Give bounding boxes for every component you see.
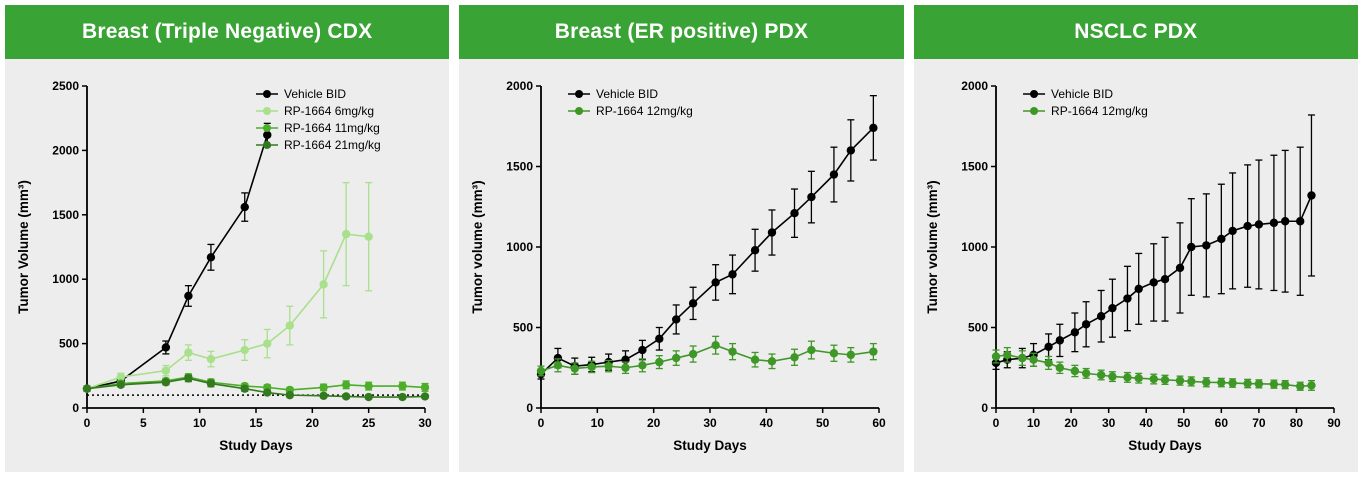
axes: 0 500 1000 1500 2000 0 10 20 30 40 50 60 70 80 90 Study… [925, 79, 1341, 453]
svg-text:500: 500 [513, 320, 533, 334]
series-3 [82, 373, 430, 401]
svg-text:Study Days: Study Days [674, 438, 748, 453]
tumor-volume-chart-nsclc-pdx: 0 500 1000 1500 2000 0 10 20 30 40 50 60 70 80 90 Study… [925, 79, 1341, 453]
svg-text:90: 90 [1327, 416, 1341, 430]
series-0 [991, 113, 1316, 370]
svg-text:60: 60 [1214, 416, 1228, 430]
svg-text:Vehicle BID: Vehicle BID [284, 87, 346, 101]
series-1 [991, 346, 1316, 391]
svg-text:30: 30 [1102, 416, 1116, 430]
svg-text:40: 40 [760, 416, 774, 430]
series-0 [537, 94, 879, 380]
chart-title-bar: NSCLC PDX [913, 5, 1358, 59]
svg-text:25: 25 [362, 416, 376, 430]
svg-text:70: 70 [1252, 416, 1266, 430]
svg-text:1500: 1500 [507, 159, 534, 173]
svg-text:1000: 1000 [961, 240, 988, 254]
svg-text:RP-1664 6mg/kg: RP-1664 6mg/kg [284, 104, 374, 118]
svg-text:500: 500 [59, 336, 79, 350]
chart-area: 0 500 1000 1500 2000 0 10 20 30 40 50 60 70 80 90 Study… [914, 59, 1358, 472]
svg-text:Tumor Volume (mm³): Tumor Volume (mm³) [16, 180, 31, 314]
legend: Vehicle BID RP-1664 6mg/kg RP-1664 11mg/kg… [256, 87, 381, 152]
svg-text:20: 20 [306, 416, 320, 430]
chart-title: NSCLC PDX [1074, 20, 1198, 43]
svg-text:10: 10 [591, 416, 605, 430]
svg-text:30: 30 [418, 416, 432, 430]
axes: 0 500 1000 1500 2000 0 10 20 30 40 50 60 Study Days T… [470, 79, 886, 453]
tumor-volume-chart-er-pdx: 0 500 1000 1500 2000 0 10 20 30 40 50 60 Study Days T… [470, 79, 886, 453]
legend: Vehicle BID RP-1664 12mg/kg [1022, 87, 1148, 118]
series-1 [537, 335, 879, 376]
svg-text:40: 40 [1139, 416, 1153, 430]
svg-text:1500: 1500 [52, 207, 79, 221]
chart-area: 0 500 1000 1500 2000 2500 0 5 10 15 20 25 30 Study Da… [5, 59, 449, 472]
svg-text:Study Days: Study Days [219, 438, 293, 453]
svg-text:2500: 2500 [52, 79, 79, 93]
svg-text:0: 0 [981, 401, 988, 415]
chart-title-bar: Breast (ER positive) PDX [459, 5, 904, 59]
svg-text:10: 10 [193, 416, 207, 430]
chart-title: Breast (ER positive) PDX [554, 20, 809, 43]
svg-text:60: 60 [873, 416, 887, 430]
svg-text:0: 0 [84, 416, 91, 430]
axes: 0 500 1000 1500 2000 2500 0 5 10 15 20 25 30 Study Da… [16, 79, 432, 453]
svg-text:20: 20 [647, 416, 661, 430]
svg-text:RP-1664 11mg/kg: RP-1664 11mg/kg [284, 121, 380, 135]
chart-title-bar: Breast (Triple Negative) CDX [5, 5, 450, 59]
svg-text:2000: 2000 [52, 143, 79, 157]
svg-text:50: 50 [816, 416, 830, 430]
svg-text:0: 0 [527, 401, 534, 415]
svg-text:2000: 2000 [961, 79, 988, 93]
chart-panel-nsclc-pdx: NSCLC PDX 0 500 1000 1500 2000 0 10 20 30 40 50 60 7… [913, 5, 1358, 472]
svg-text:15: 15 [249, 416, 263, 430]
chart-panel-tnbc-cdx: Breast (Triple Negative) CDX 0 500 1000 150… [5, 5, 450, 472]
svg-text:500: 500 [968, 320, 988, 334]
svg-text:1500: 1500 [961, 159, 988, 173]
svg-text:30: 30 [704, 416, 718, 430]
svg-text:80: 80 [1290, 416, 1304, 430]
svg-text:5: 5 [140, 416, 147, 430]
svg-text:RP-1664 21mg/kg: RP-1664 21mg/kg [284, 138, 381, 152]
chart-panel-er-positive-pdx: Breast (ER positive) PDX 0 500 1000 1500 200… [459, 5, 904, 472]
chart-area: 0 500 1000 1500 2000 0 10 20 30 40 50 60 Study Days T… [459, 59, 903, 472]
svg-text:1000: 1000 [52, 272, 79, 286]
tumor-volume-chart-tnbc-cdx: 0 500 1000 1500 2000 2500 0 5 10 15 20 25 30 Study Da… [16, 79, 432, 453]
svg-text:0: 0 [72, 401, 79, 415]
svg-text:Tumor volume (mm³): Tumor volume (mm³) [470, 180, 485, 313]
svg-text:Vehicle BID: Vehicle BID [597, 87, 659, 101]
svg-text:Tumor volume (mm³): Tumor volume (mm³) [925, 180, 940, 313]
svg-text:10: 10 [1027, 416, 1041, 430]
svg-text:RP-1664 12mg/kg: RP-1664 12mg/kg [597, 104, 694, 118]
svg-text:1000: 1000 [507, 240, 534, 254]
svg-text:2000: 2000 [507, 79, 534, 93]
svg-text:50: 50 [1177, 416, 1191, 430]
chart-title: Breast (Triple Negative) CDX [81, 20, 373, 43]
svg-text:20: 20 [1064, 416, 1078, 430]
svg-text:RP-1664 12mg/kg: RP-1664 12mg/kg [1051, 104, 1148, 118]
svg-text:0: 0 [992, 416, 999, 430]
series-1 [82, 181, 374, 393]
svg-text:Study Days: Study Days [1128, 438, 1202, 453]
svg-text:0: 0 [538, 416, 545, 430]
legend: Vehicle BID RP-1664 12mg/kg [568, 87, 694, 118]
svg-text:Vehicle BID: Vehicle BID [1051, 87, 1113, 101]
